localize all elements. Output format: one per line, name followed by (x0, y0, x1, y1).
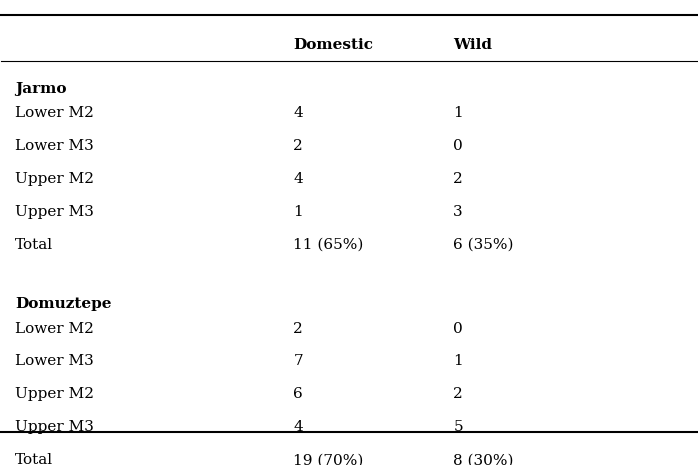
Text: 1: 1 (453, 354, 463, 368)
Text: Upper M2: Upper M2 (15, 172, 94, 186)
Text: 6 (35%): 6 (35%) (453, 238, 514, 252)
Text: 11 (65%): 11 (65%) (293, 238, 364, 252)
Text: Lower M3: Lower M3 (15, 354, 94, 368)
Text: 6: 6 (293, 387, 303, 401)
Text: 4: 4 (293, 172, 303, 186)
Text: 2: 2 (453, 387, 463, 401)
Text: 2: 2 (293, 140, 303, 153)
Text: Lower M3: Lower M3 (15, 140, 94, 153)
Text: Lower M2: Lower M2 (15, 106, 94, 120)
Text: 0: 0 (453, 321, 463, 336)
Text: Total: Total (15, 238, 54, 252)
Text: 2: 2 (453, 172, 463, 186)
Text: 2: 2 (293, 321, 303, 336)
Text: Jarmo: Jarmo (15, 82, 67, 96)
Text: 4: 4 (293, 106, 303, 120)
Text: Wild: Wild (453, 38, 492, 52)
Text: Domestic: Domestic (293, 38, 373, 52)
Text: Lower M2: Lower M2 (15, 321, 94, 336)
Text: Upper M3: Upper M3 (15, 205, 94, 219)
Text: 1: 1 (293, 205, 303, 219)
Text: Upper M3: Upper M3 (15, 420, 94, 434)
Text: Upper M2: Upper M2 (15, 387, 94, 401)
Text: 3: 3 (453, 205, 463, 219)
Text: 8 (30%): 8 (30%) (453, 453, 514, 465)
Text: 7: 7 (293, 354, 303, 368)
Text: 1: 1 (453, 106, 463, 120)
Text: 19 (70%): 19 (70%) (293, 453, 364, 465)
Text: Domuztepe: Domuztepe (15, 298, 112, 312)
Text: 4: 4 (293, 420, 303, 434)
Text: 0: 0 (453, 140, 463, 153)
Text: Total: Total (15, 453, 54, 465)
Text: 5: 5 (453, 420, 463, 434)
